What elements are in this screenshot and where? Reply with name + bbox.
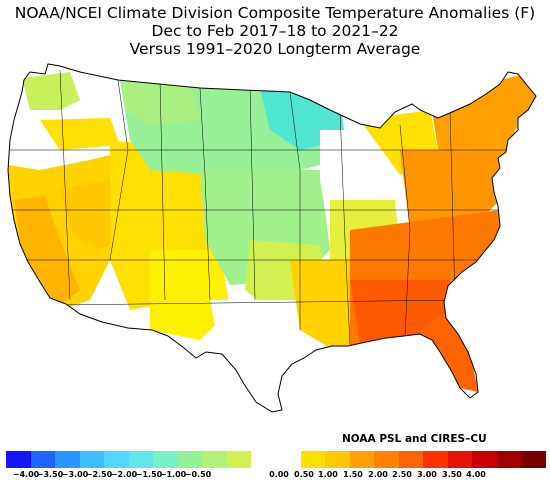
legend-swatch bbox=[447, 451, 473, 468]
us-outline bbox=[7, 63, 537, 413]
legend-swatch bbox=[521, 451, 547, 468]
legend-swatch bbox=[496, 451, 522, 468]
legend-swatch bbox=[128, 451, 154, 468]
color-legend: −4.00 −3.50 −3.00 −2.50 −2.00 −1.50 −1.00 −0.50… bbox=[6, 451, 547, 483]
legend-tick-label: −1.00 bbox=[159, 470, 187, 479]
region-washington bbox=[22, 72, 80, 110]
region-arkansas-louisiana bbox=[290, 260, 355, 348]
legend-tick-label: 1.50 bbox=[343, 470, 363, 479]
legend-tick-label: −1.50 bbox=[135, 470, 163, 479]
legend-swatch bbox=[300, 451, 326, 468]
legend-swatch bbox=[202, 451, 228, 468]
legend-tick-label: 2.00 bbox=[368, 470, 388, 479]
legend-swatch bbox=[153, 451, 179, 468]
legend-swatch bbox=[55, 451, 81, 468]
legend-swatch bbox=[374, 451, 400, 468]
legend-swatch bbox=[472, 451, 498, 468]
legend-swatch bbox=[251, 451, 277, 468]
legend-tick-label: 3.00 bbox=[417, 470, 437, 479]
anomaly-fill-regions bbox=[8, 64, 536, 412]
legend-tick-label: 4.00 bbox=[466, 470, 486, 479]
region-florida bbox=[420, 310, 478, 392]
legend-tick-label: 3.50 bbox=[442, 470, 462, 479]
legend-tick-label: −2.50 bbox=[85, 470, 113, 479]
legend-swatch bbox=[398, 451, 424, 468]
legend-swatch bbox=[423, 451, 449, 468]
legend-tick-label: −0.50 bbox=[184, 470, 212, 479]
region-oregon-idaho bbox=[40, 118, 120, 150]
legend-tick-label: 2.50 bbox=[392, 470, 412, 479]
data-credit: NOAA PSL and CIRES–CU bbox=[342, 433, 487, 445]
legend-swatch bbox=[276, 451, 302, 468]
map-title: NOAA/NCEI Climate Division Composite Tem… bbox=[14, 4, 536, 22]
legend-tick-label: −3.50 bbox=[36, 470, 64, 479]
region-four-corners bbox=[150, 250, 230, 340]
legend-tick-label: 0.00 bbox=[269, 470, 289, 479]
map-subtitle-baseline: Versus 1991–2020 Longterm Average bbox=[129, 40, 421, 58]
legend-swatch bbox=[177, 451, 203, 468]
legend-tick-label: 0.50 bbox=[294, 470, 314, 479]
legend-swatch bbox=[226, 451, 252, 468]
legend-swatch bbox=[30, 451, 56, 468]
legend-swatch bbox=[6, 451, 32, 468]
legend-swatch bbox=[325, 451, 351, 468]
legend-swatch bbox=[349, 451, 375, 468]
legend-tick-label: 1.00 bbox=[318, 470, 338, 479]
legend-swatch bbox=[79, 451, 105, 468]
map-subtitle-period: Dec to Feb 2017–18 to 2021–22 bbox=[151, 22, 399, 40]
legend-tick-label: −4.00 bbox=[12, 470, 40, 479]
legend-tick-label: −2.00 bbox=[110, 470, 138, 479]
legend-swatch bbox=[104, 451, 130, 468]
region-california bbox=[14, 196, 80, 305]
state-borders bbox=[8, 69, 520, 346]
legend-tick-label: −3.00 bbox=[61, 470, 89, 479]
region-montana bbox=[120, 80, 200, 125]
